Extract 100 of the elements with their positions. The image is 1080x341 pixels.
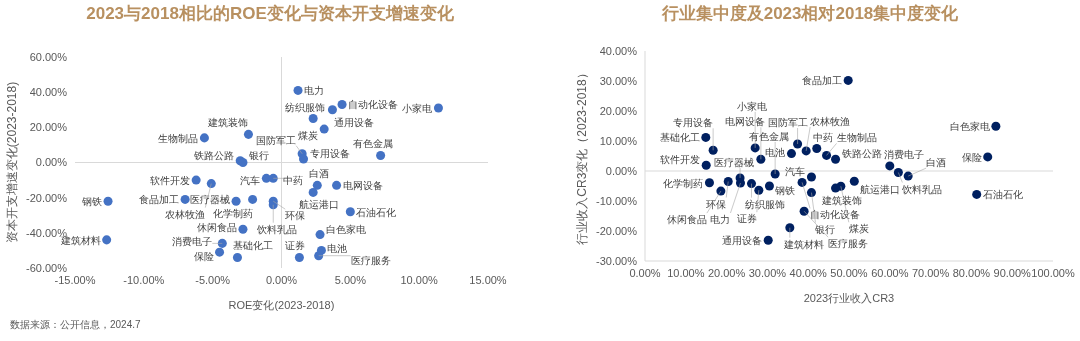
y-tick-label: 40.00% xyxy=(599,44,638,57)
point xyxy=(764,181,774,191)
text: 自动化设备 xyxy=(810,209,861,221)
point xyxy=(312,180,322,190)
point xyxy=(785,223,795,233)
x-tick-label: -15.00% xyxy=(54,273,96,286)
text: 医疗服务 xyxy=(350,254,391,266)
x-axis-title: ROE变化(2023-2018) xyxy=(228,299,335,311)
series-label: 通用设备 xyxy=(722,235,763,247)
series-label: 钢铁 xyxy=(81,196,103,208)
point xyxy=(885,161,895,171)
series-label: 小家电 xyxy=(402,102,433,114)
series-label: 农林牧渔 xyxy=(810,115,851,127)
point xyxy=(831,154,841,164)
y-tick-label: -30.00% xyxy=(596,254,638,267)
point xyxy=(314,251,324,261)
point xyxy=(701,160,711,170)
text: 银行 xyxy=(814,223,836,235)
point xyxy=(345,207,355,217)
text: 电力 xyxy=(710,214,731,225)
series-label: 石油石化 xyxy=(982,189,1023,201)
series-label: 化学制药 xyxy=(663,177,704,189)
point xyxy=(217,238,227,248)
series-label: 建筑装饰 xyxy=(820,195,862,207)
text: 电网设备 xyxy=(724,116,765,128)
x-tick-label: 30.00% xyxy=(748,266,787,279)
series-label: 中药 xyxy=(283,175,304,187)
y-tick-label: 40.00% xyxy=(29,86,68,99)
series-label: 自动化设备 xyxy=(348,99,399,111)
text: 小家电 xyxy=(737,100,768,112)
y-tick-label: -20.00% xyxy=(26,191,68,204)
point xyxy=(206,179,216,189)
series-label: 消费电子 xyxy=(172,236,213,248)
series-label: 证券 xyxy=(736,213,757,225)
series-label: 国防军工 xyxy=(767,117,808,128)
series-label: 化学制药 xyxy=(212,208,253,220)
point xyxy=(376,150,386,160)
point xyxy=(983,152,993,162)
series-label: 医疗器械 xyxy=(714,156,755,168)
point xyxy=(337,99,347,109)
series-label: 有色金属 xyxy=(352,138,393,150)
point xyxy=(299,154,309,164)
point xyxy=(293,85,303,95)
series-label: 航运港口 xyxy=(860,184,901,196)
y-tick-label: -60.00% xyxy=(26,261,68,274)
x-tick-label: 90.00% xyxy=(993,266,1032,279)
point xyxy=(723,176,733,187)
series-label: 休闲食品 xyxy=(196,222,237,234)
x-tick-label: 5.00% xyxy=(334,273,367,286)
series-label: 食品加工 xyxy=(802,75,843,87)
series-label: 银行 xyxy=(247,149,269,161)
series-label: 国防军工 xyxy=(256,134,297,146)
series-label: 证券 xyxy=(285,240,306,252)
y-tick-label: 0.00% xyxy=(35,156,68,169)
y-tick-label: 10.00% xyxy=(599,134,638,147)
point xyxy=(327,105,337,115)
text: 休闲食品 xyxy=(666,214,707,226)
point xyxy=(248,194,258,204)
point xyxy=(315,230,325,240)
series-label: 白酒 xyxy=(309,168,330,180)
chart-title: 行业集中度及2023相对2018集中度变化 xyxy=(660,3,960,25)
point xyxy=(806,172,816,182)
y-tick-label: 60.00% xyxy=(29,50,68,63)
series-label: 软件开发 xyxy=(660,154,701,166)
point xyxy=(893,167,903,178)
point xyxy=(232,252,242,262)
y-tick-label: -20.00% xyxy=(596,224,638,237)
y-axis-title: 行业收入CR3变化（2023-2018） xyxy=(575,67,590,245)
point xyxy=(843,75,853,85)
text: 饮料乳品 xyxy=(256,223,298,235)
point xyxy=(831,183,841,193)
x-tick-label: 15.00% xyxy=(469,273,507,286)
x-tick-label: 100.00% xyxy=(1031,266,1075,279)
series-label: 生物制品 xyxy=(158,132,199,144)
y-axis-title: 资本开支增速变化(2023-2018) xyxy=(5,81,20,244)
series-label: 建筑装饰 xyxy=(207,117,249,129)
point xyxy=(786,149,796,159)
series-label: 保险 xyxy=(193,251,214,263)
text: 煤炭 xyxy=(848,223,869,235)
series-label: 食品加工 xyxy=(139,194,180,206)
point xyxy=(770,169,780,179)
series-label: 环保 xyxy=(285,210,306,222)
y-tick-label: 20.00% xyxy=(599,104,638,117)
x-tick-label: -10.00% xyxy=(123,273,165,286)
point xyxy=(308,187,318,197)
series-label: 石油石化 xyxy=(356,206,397,218)
series-label: 中药 xyxy=(812,131,833,143)
series-label: 汽车 xyxy=(240,175,261,187)
point xyxy=(433,103,443,113)
point xyxy=(243,129,253,139)
point xyxy=(199,133,209,143)
point xyxy=(103,196,113,206)
point xyxy=(268,173,278,183)
series-label: 通用设备 xyxy=(334,116,375,128)
point xyxy=(191,175,201,185)
series-label: 建筑材料 xyxy=(782,238,824,250)
point xyxy=(215,247,225,257)
x-tick-label: 10.00% xyxy=(400,273,439,286)
series-label: 铁路公路 xyxy=(840,148,882,160)
point xyxy=(308,114,318,124)
